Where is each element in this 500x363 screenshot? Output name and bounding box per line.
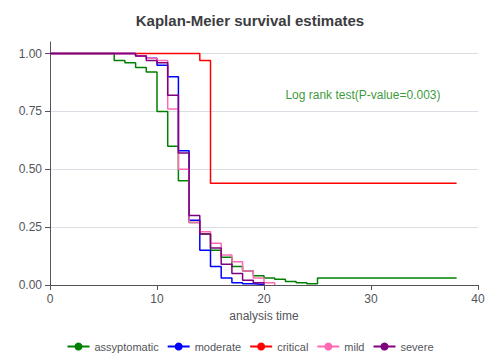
svg-text:analysis time: analysis time: [229, 309, 299, 323]
svg-text:0.25: 0.25: [19, 220, 43, 234]
svg-text:critical: critical: [277, 341, 308, 353]
svg-text:1.00: 1.00: [19, 47, 43, 61]
svg-text:0.75: 0.75: [19, 104, 43, 118]
svg-text:30: 30: [364, 292, 378, 306]
svg-text:mild: mild: [344, 341, 364, 353]
svg-text:Log rank test(P-value=0.003): Log rank test(P-value=0.003): [285, 88, 440, 102]
svg-text:0.00: 0.00: [19, 278, 43, 292]
svg-text:10: 10: [150, 292, 164, 306]
svg-text:40: 40: [471, 292, 485, 306]
svg-text:severe: severe: [400, 341, 433, 353]
svg-text:0: 0: [47, 292, 54, 306]
svg-text:0.50: 0.50: [19, 162, 43, 176]
svg-text:moderate: moderate: [195, 341, 241, 353]
svg-text:20: 20: [257, 292, 271, 306]
svg-text:Kaplan-Meier survival estimate: Kaplan-Meier survival estimates: [136, 12, 364, 29]
svg-text:assyptomatic: assyptomatic: [94, 341, 159, 353]
